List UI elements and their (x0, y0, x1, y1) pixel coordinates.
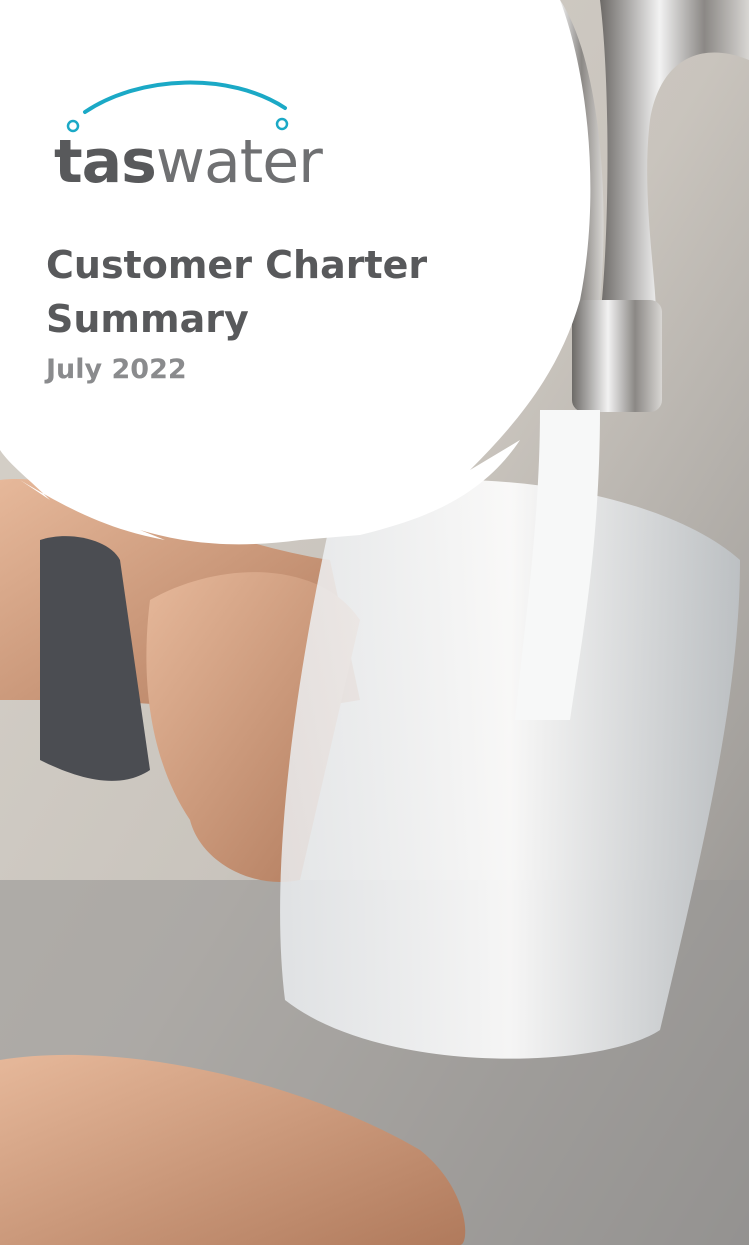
title-line: Customer Charter (46, 243, 427, 287)
logo-text: taswater (54, 127, 323, 197)
title-line: Summary (46, 297, 249, 341)
glass (280, 480, 740, 1059)
logo-part: tas (54, 127, 156, 197)
logo-part: water (156, 127, 323, 197)
date: July 2022 (44, 354, 187, 385)
cover: taswater Customer Charter Summary July 2… (0, 0, 749, 1245)
faucet-nozzle (572, 300, 662, 412)
